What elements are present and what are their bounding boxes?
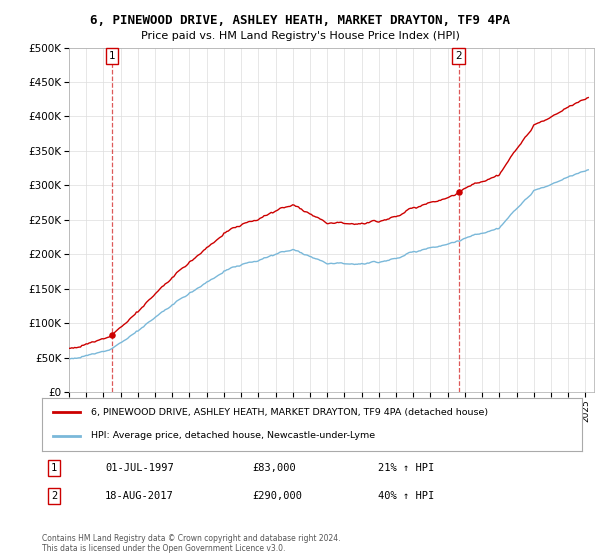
Text: 2: 2 [51, 491, 57, 501]
Text: Contains HM Land Registry data © Crown copyright and database right 2024.
This d: Contains HM Land Registry data © Crown c… [42, 534, 341, 553]
Text: 6, PINEWOOD DRIVE, ASHLEY HEATH, MARKET DRAYTON, TF9 4PA (detached house): 6, PINEWOOD DRIVE, ASHLEY HEATH, MARKET … [91, 408, 488, 417]
Text: Price paid vs. HM Land Registry's House Price Index (HPI): Price paid vs. HM Land Registry's House … [140, 31, 460, 41]
Point [107, 330, 117, 339]
Text: 2: 2 [455, 51, 462, 61]
Text: 40% ↑ HPI: 40% ↑ HPI [378, 491, 434, 501]
Text: £83,000: £83,000 [252, 463, 296, 473]
Text: HPI: Average price, detached house, Newcastle-under-Lyme: HPI: Average price, detached house, Newc… [91, 431, 375, 440]
Text: 1: 1 [51, 463, 57, 473]
Point [454, 188, 463, 197]
Text: 01-JUL-1997: 01-JUL-1997 [105, 463, 174, 473]
Text: £290,000: £290,000 [252, 491, 302, 501]
Text: 1: 1 [109, 51, 115, 61]
Text: 6, PINEWOOD DRIVE, ASHLEY HEATH, MARKET DRAYTON, TF9 4PA: 6, PINEWOOD DRIVE, ASHLEY HEATH, MARKET … [90, 14, 510, 27]
Text: 21% ↑ HPI: 21% ↑ HPI [378, 463, 434, 473]
Text: 18-AUG-2017: 18-AUG-2017 [105, 491, 174, 501]
